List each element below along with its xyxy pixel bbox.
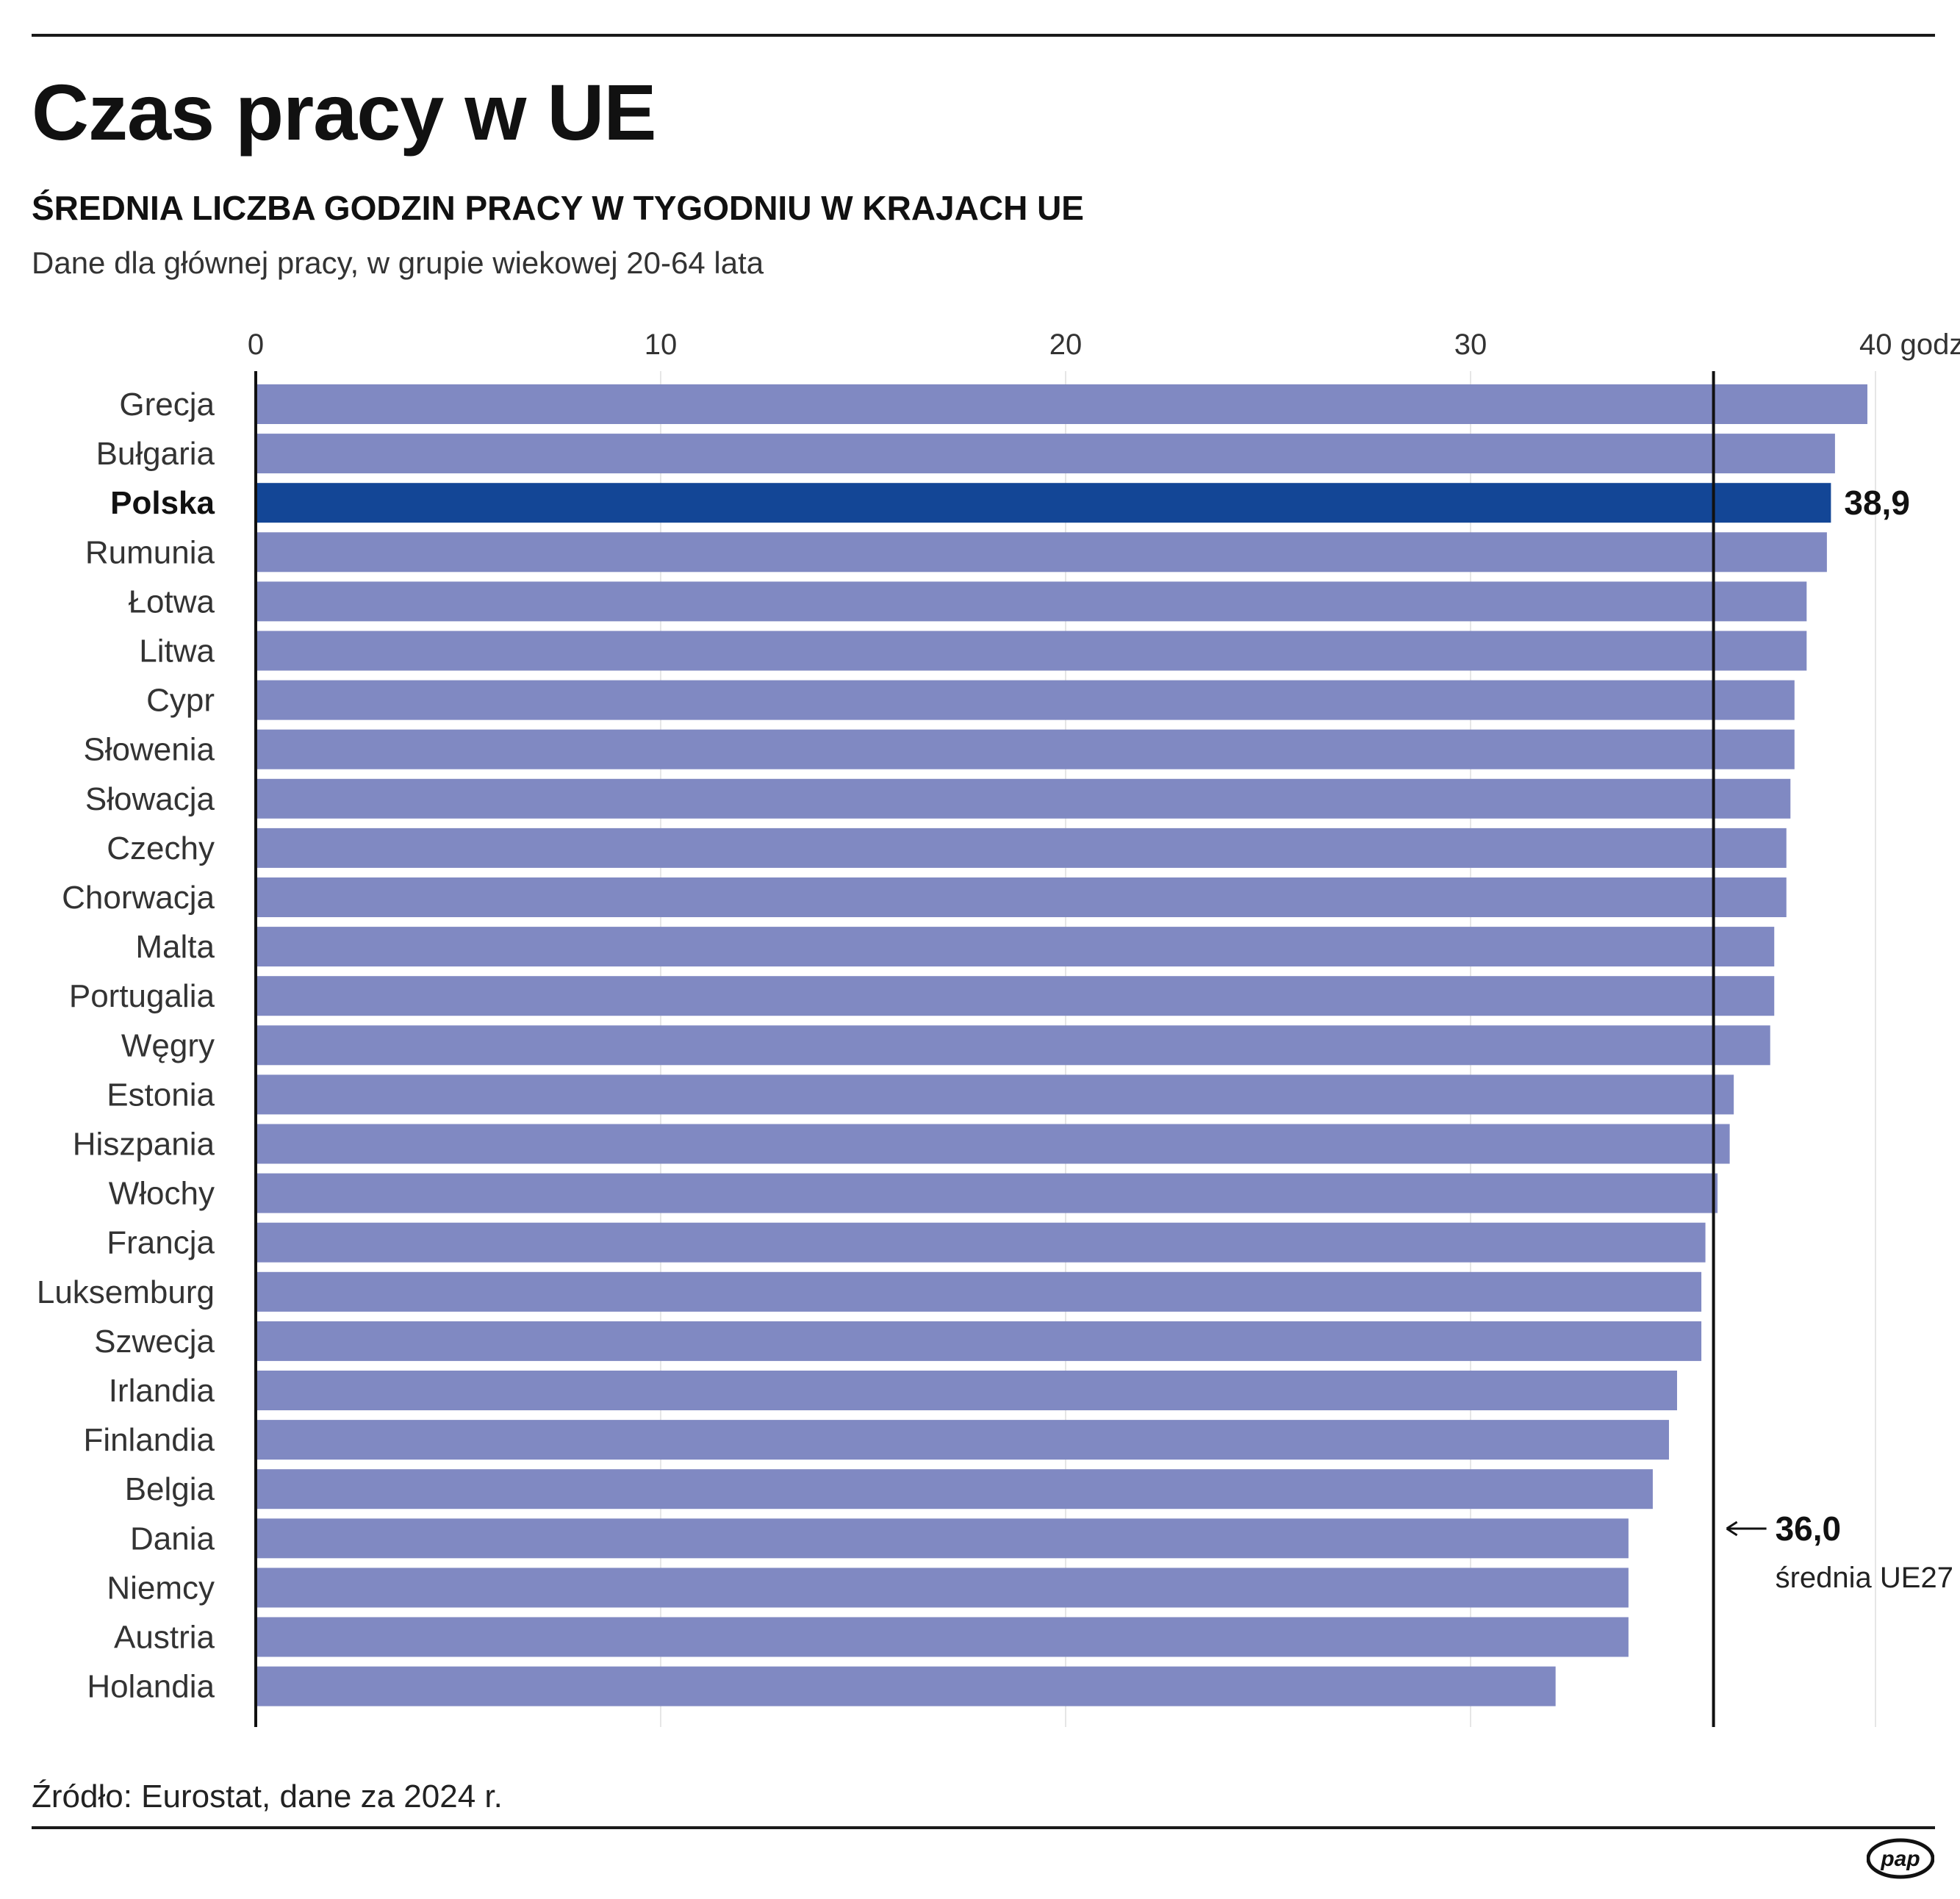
bar <box>256 1321 1702 1361</box>
bar <box>256 434 1835 474</box>
bar <box>256 1271 1702 1312</box>
top-rule <box>32 34 1935 37</box>
bar <box>256 384 1867 424</box>
category-label: Szwecja <box>94 1324 215 1360</box>
category-label: Polska <box>110 485 215 521</box>
bar-chart: 0 10 20 30 40 godz. Grecja Bułgaria Polska 38,9 R… <box>37 329 1960 1727</box>
category-label: Litwa <box>139 633 215 670</box>
category-label: Chorwacja <box>62 880 215 916</box>
bar <box>256 680 1795 720</box>
bar <box>256 877 1787 917</box>
category-label: Francja <box>107 1225 215 1261</box>
average-caption: średnia UE27 <box>1776 1562 1953 1594</box>
category-label: Rumunia <box>85 534 215 570</box>
bar <box>256 1371 1678 1410</box>
category-label: Malta <box>135 929 215 965</box>
bar <box>256 631 1807 671</box>
bar <box>256 1469 1653 1509</box>
category-label: Włochy <box>109 1176 215 1212</box>
bar <box>256 778 1791 819</box>
bar <box>256 1124 1730 1164</box>
category-label: Cypr <box>146 683 215 719</box>
x-tick-label: 20 <box>1049 329 1083 361</box>
category-label: Austria <box>114 1620 215 1656</box>
bar <box>256 1173 1718 1213</box>
label-layer: 0 10 20 30 40 godz. Grecja Bułgaria Polska 38,9 R… <box>37 329 1960 1705</box>
category-label: Holandia <box>87 1669 215 1705</box>
category-label: Czechy <box>107 830 215 866</box>
bar <box>256 976 1775 1016</box>
category-label: Słowacja <box>85 781 215 817</box>
logo-text: pap <box>1880 1847 1920 1871</box>
pap-logo: pap <box>1867 1838 1934 1879</box>
category-label: Dania <box>130 1521 215 1557</box>
category-label: Irlandia <box>109 1373 215 1409</box>
category-label: Finlandia <box>83 1422 215 1458</box>
bar <box>256 927 1775 967</box>
chart-subtitle: ŚREDNIA LICZBA GODZIN PRACY W TYGODNIU W… <box>32 189 1084 227</box>
category-label: Hiszpania <box>73 1127 215 1163</box>
value-label: 38,9 <box>1844 484 1910 522</box>
bottom-rule <box>32 1826 1935 1829</box>
category-label: Węgry <box>121 1027 215 1063</box>
category-label: Łotwa <box>129 584 215 620</box>
bar <box>256 1518 1629 1559</box>
bar <box>256 1025 1770 1066</box>
bar <box>256 1074 1734 1115</box>
bar <box>256 1420 1669 1460</box>
bar <box>256 828 1787 868</box>
category-label: Słowenia <box>83 732 215 768</box>
x-tick-label: 0 <box>248 329 264 361</box>
chart-note: Dane dla głównej pracy, w grupie wiekowe… <box>32 245 764 280</box>
bar <box>256 1617 1629 1657</box>
bar <box>256 581 1807 622</box>
source-note: Źródło: Eurostat, dane za 2024 r. <box>32 1778 503 1814</box>
bar <box>256 1666 1556 1706</box>
x-tick-label: 10 <box>645 329 678 361</box>
x-tick-label: 40 godz. <box>1859 329 1960 361</box>
category-label: Bułgaria <box>96 436 215 472</box>
category-label: Luksemburg <box>37 1274 215 1310</box>
reference-layer: 36,0 średnia UE27 <box>254 371 1953 1727</box>
category-label: Niemcy <box>107 1570 215 1606</box>
bar <box>256 729 1795 769</box>
bar-highlight <box>256 483 1831 523</box>
bar <box>256 532 1827 572</box>
category-label: Belgia <box>125 1471 215 1507</box>
average-arrow-head <box>1726 1521 1738 1537</box>
bar-layer <box>256 384 1867 1706</box>
bar <box>256 1222 1706 1263</box>
bar <box>256 1568 1629 1608</box>
x-tick-label: 30 <box>1454 329 1487 361</box>
category-label: Grecja <box>119 387 215 423</box>
chart-title: Czas pracy w UE <box>32 68 656 157</box>
average-value-label: 36,0 <box>1776 1509 1842 1548</box>
category-label: Estonia <box>107 1077 215 1113</box>
category-label: Portugalia <box>69 978 215 1014</box>
